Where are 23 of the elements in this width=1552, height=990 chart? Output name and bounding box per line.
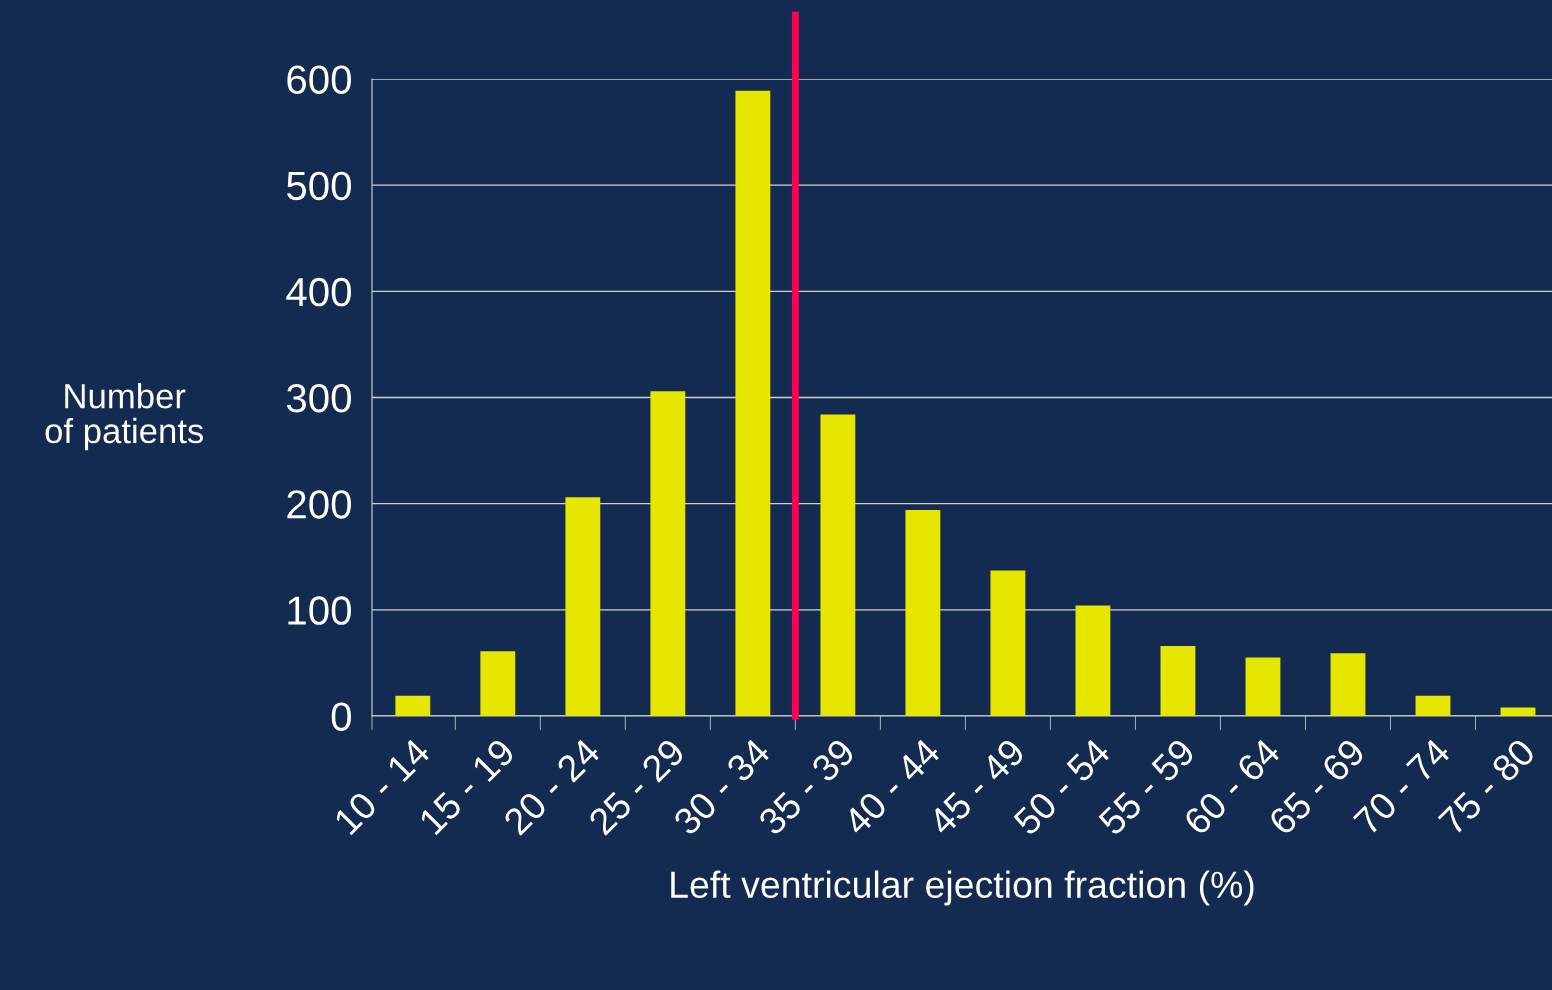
bar [1415, 695, 1451, 716]
bar [480, 651, 516, 716]
bar [650, 391, 686, 716]
y-tick-label: 400 [286, 277, 351, 307]
bar [905, 510, 941, 716]
y-tick-label: 300 [286, 383, 351, 413]
y-tick-label: 600 [287, 65, 351, 94]
y-tick-label: 100 [288, 596, 351, 625]
bar [820, 414, 856, 716]
y-tick-label: 500 [286, 171, 351, 201]
y-axis-title: Number of patients [45, 382, 204, 451]
bar [395, 695, 431, 716]
bar [1245, 657, 1281, 716]
bar [1075, 605, 1111, 716]
bar [1500, 707, 1536, 716]
bar [990, 570, 1026, 716]
bar [735, 90, 771, 716]
y-tick-label: 0 [331, 702, 351, 731]
bar [1330, 653, 1366, 716]
x-axis-title: Left ventricular ejection fraction (%) [671, 870, 1254, 906]
bar [565, 497, 601, 716]
y-tick-label: 200 [287, 490, 351, 519]
bar [1160, 645, 1196, 716]
